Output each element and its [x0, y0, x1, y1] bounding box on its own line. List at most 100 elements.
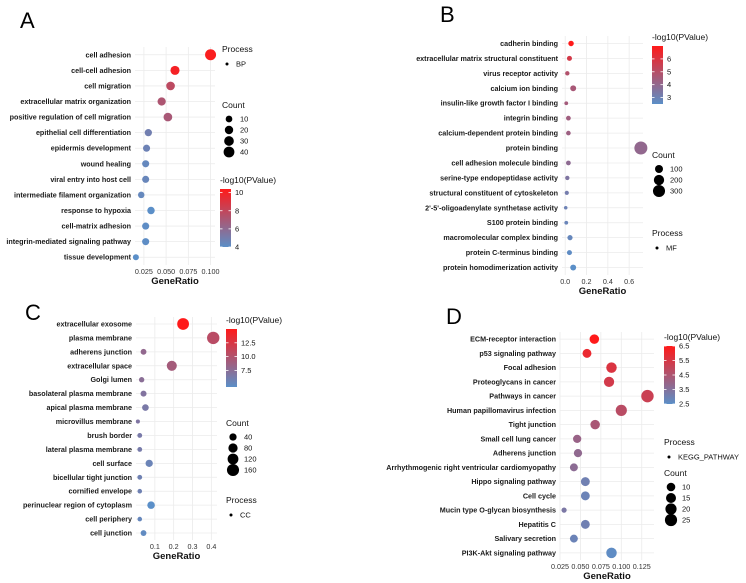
- data-point: [615, 404, 627, 416]
- data-point: [570, 85, 577, 92]
- data-point: [207, 331, 220, 345]
- legend-color-value: 3: [667, 93, 671, 102]
- x-tick-label: 0.3: [188, 542, 198, 551]
- legend-count-key: [655, 165, 663, 173]
- data-point: [570, 264, 577, 271]
- panel-label-c: C: [25, 300, 41, 325]
- panel-d: ECM-receptor interaction p53 signaling pa…: [386, 332, 739, 582]
- legend-process-title: Process: [222, 44, 253, 54]
- category-label: ECM-receptor interaction: [470, 335, 556, 344]
- data-point: [147, 206, 155, 215]
- x-tick-label: 0.075: [592, 562, 610, 571]
- category-label: microvillus membrane: [56, 417, 132, 426]
- legend-count-value: 20: [682, 505, 690, 514]
- data-point: [580, 519, 590, 529]
- x-axis-label: GeneRatio: [579, 286, 627, 297]
- x-tick-label: 0.2: [582, 277, 592, 286]
- category-label: Cell cycle: [523, 491, 556, 500]
- category-label: Adherens junction: [493, 449, 556, 458]
- legend-color-value: 8: [235, 206, 239, 215]
- data-point: [590, 419, 600, 430]
- data-point: [138, 377, 145, 383]
- category-label: Hippo signaling pathway: [471, 477, 556, 486]
- category-label: cell-cell adhesion: [71, 66, 131, 75]
- legend-color-title: -log10(PValue): [664, 332, 720, 342]
- category-label: protein C-terminus binding: [466, 248, 558, 257]
- category-label: adherens junction: [70, 347, 132, 356]
- data-point: [137, 446, 143, 452]
- panel-b: cadherin binding extracellular matrix str…: [416, 32, 708, 297]
- data-point: [573, 448, 583, 458]
- legend-count-value: 40: [240, 148, 248, 157]
- legend-color-value: 5.5: [679, 356, 689, 365]
- data-point: [566, 55, 572, 61]
- category-label: cell periphery: [85, 515, 132, 524]
- data-point: [142, 175, 150, 183]
- category-label: insulin-like growth factor I binding: [441, 99, 558, 108]
- category-label: serine-type endopeptidase activity: [440, 173, 558, 182]
- category-label: lateral plasma membrane: [46, 445, 132, 454]
- category-label: plasma membrane: [69, 333, 132, 342]
- data-point: [568, 40, 574, 47]
- category-label: Hepatitis C: [518, 520, 556, 529]
- category-label: calcium ion binding: [491, 84, 559, 93]
- category-label: epithelial cell differentiation: [36, 128, 131, 137]
- category-label: integrin-mediated signaling pathway: [6, 237, 131, 246]
- category-label: viral entry into host cell: [50, 175, 131, 184]
- legend-count-key: [226, 463, 240, 477]
- category-label: Golgi lumen: [90, 375, 132, 384]
- category-label: intermediate filament organization: [14, 190, 131, 199]
- category-label: Arrhythmogenic right ventricular cardiom…: [386, 463, 556, 472]
- category-label: cell adhesion molecule binding: [451, 158, 558, 167]
- data-point: [170, 65, 180, 75]
- category-label: protein homodimerization activity: [443, 263, 558, 272]
- category-label: virus receptor activity: [483, 69, 558, 78]
- legend-color-value: 12.5: [241, 338, 256, 347]
- legend-color-bar: [220, 189, 231, 247]
- data-point: [634, 141, 648, 155]
- legend-count-key: [225, 115, 233, 123]
- data-point: [566, 250, 572, 256]
- category-label: PI3K-Akt signaling pathway: [462, 548, 556, 557]
- category-label: protein binding: [506, 144, 558, 153]
- legend-color-bar: [226, 329, 237, 387]
- data-point: [606, 547, 617, 559]
- legend-count-key: [653, 174, 665, 186]
- legend-process-key: [667, 455, 671, 459]
- category-label: Human papillomavirus infection: [447, 406, 556, 415]
- legend-process-title: Process: [652, 228, 683, 238]
- legend-count-title: Count: [226, 418, 249, 428]
- category-label: cell-matrix adhesion: [61, 222, 131, 231]
- panel-a: cell adhesion cell-cell adhesion cell migr…: [6, 44, 276, 287]
- x-tick-label: 0.1: [150, 542, 160, 551]
- data-point: [142, 160, 150, 168]
- legend-count-value: 30: [240, 137, 248, 146]
- data-point: [135, 419, 140, 424]
- data-point: [582, 348, 592, 358]
- category-label: positive regulation of cell migration: [10, 113, 131, 122]
- legend-process-value: KEGG_PATHWAY: [678, 453, 739, 462]
- category-label: integrin binding: [504, 114, 558, 123]
- legend-count-key: [227, 453, 239, 465]
- legend-count-value: 160: [244, 466, 257, 475]
- legend-count-title: Count: [664, 468, 687, 478]
- x-axis-label: GeneRatio: [153, 551, 201, 562]
- data-point: [567, 235, 573, 241]
- legend-count-key: [666, 493, 676, 503]
- legend-color-value: 2.5: [679, 400, 689, 409]
- x-tick-label: 0.4: [206, 542, 216, 551]
- x-tick-label: 0.050: [157, 267, 175, 276]
- category-label: calcium-dependent protein binding: [438, 129, 558, 138]
- legend-color-title: -log10(PValue): [226, 315, 282, 325]
- x-tick-label: 0.100: [612, 562, 630, 571]
- category-label: apical plasma membrane: [47, 403, 133, 412]
- legend-count-value: 20: [240, 126, 248, 135]
- data-point: [166, 360, 177, 371]
- x-tick-label: 0.100: [202, 267, 220, 276]
- data-point: [177, 318, 189, 330]
- legend-color-value: 3.5: [679, 385, 689, 394]
- legend-color-value: 6: [667, 54, 671, 63]
- legend-count-key: [223, 146, 235, 158]
- category-label: basolateral plasma membrane: [29, 389, 132, 398]
- data-point: [137, 191, 145, 199]
